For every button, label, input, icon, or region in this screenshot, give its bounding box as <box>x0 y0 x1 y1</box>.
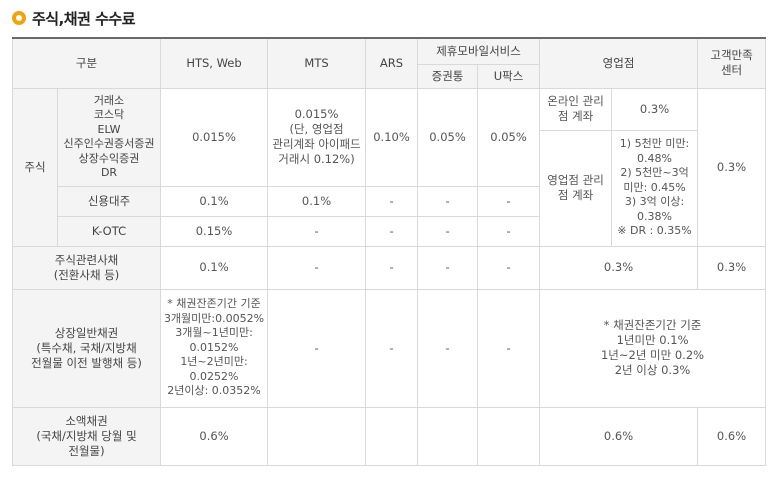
kotc-ars-fee: - <box>365 215 419 247</box>
general-bond-partner-b-fee: - <box>477 288 541 408</box>
stock-bond-mts-fee: - <box>267 245 367 290</box>
online-account-label: 온라인 관리 점 계좌 <box>539 87 613 131</box>
stock-mts-fee: 0.015% (단, 영업점 관리계좌 아이패드 거래시 0.12%) <box>267 87 367 187</box>
stock-callcenter-fee: 0.3% <box>697 87 767 247</box>
margin-partner-b-fee: - <box>477 185 541 217</box>
small-bond-callcenter-fee: 0.6% <box>697 406 767 466</box>
branch-account-label: 영업점 관리 점 계좌 <box>539 129 613 247</box>
fee-table: 구분 HTS, Web MTS ARS 제휴모바일서비스 영업점 고객만족 센터… <box>11 37 767 466</box>
margin-mts-fee: 0.1% <box>267 185 367 217</box>
online-account-fee: 0.3% <box>611 87 699 131</box>
small-bond-partner-a-fee <box>417 406 479 466</box>
header-ars: ARS <box>365 37 419 89</box>
stock-bond-hts-fee: 0.1% <box>160 245 269 290</box>
header-branch: 영업점 <box>539 37 699 89</box>
row-label-stock: 주식 <box>12 87 58 247</box>
stock-bond-partner-b-fee: - <box>477 245 541 290</box>
margin-label: 신용대주 <box>56 185 162 217</box>
small-bond-branch-fee: 0.6% <box>539 406 699 466</box>
small-bond-hts-fee: 0.6% <box>160 406 269 466</box>
small-bond-partner-b-fee <box>477 406 541 466</box>
margin-hts-fee: 0.1% <box>160 185 269 217</box>
margin-ars-fee: - <box>365 185 419 217</box>
branch-account-fee: 1) 5천만 미만: 0.48% 2) 5천만~3억 미만: 0.45% 3) … <box>611 129 699 247</box>
stock-partner-b-fee: 0.05% <box>477 87 541 187</box>
general-bond-mts-fee: - <box>267 288 367 408</box>
small-bond-mts-fee <box>267 406 367 466</box>
stock-ars-fee: 0.10% <box>365 87 419 187</box>
general-bond-hts-fee: * 채권잔존기간 기준 3개월미만:0.0052% 3개월~1년미만: 0.01… <box>160 288 269 408</box>
stock-partner-a-fee: 0.05% <box>417 87 479 187</box>
section-title-text: 주식,채권 수수료 <box>32 9 136 28</box>
header-partner-a: 증권통 <box>417 63 479 89</box>
bullet-circle-icon <box>12 11 26 25</box>
kotc-partner-b-fee: - <box>477 215 541 247</box>
kotc-label: K-OTC <box>56 215 162 247</box>
stock-bond-callcenter-fee: 0.3% <box>697 245 767 290</box>
header-callcenter: 고객만족 센터 <box>697 37 767 89</box>
general-bond-branch-fee: * 채권잔존기간 기준 1년미만 0.1% 1년~2년 미만 0.2% 2년 이… <box>539 288 767 408</box>
row-label-general-bond: 상장일반채권 (특수채, 국채/지방채 전월물 이전 발행채 등) <box>11 288 162 408</box>
kotc-partner-a-fee: - <box>417 215 479 247</box>
stock-hts-fee: 0.015% <box>160 87 269 187</box>
header-mts: MTS <box>267 37 367 89</box>
row-label-small-bond: 소액채권 (국채/지방채 당월 및 전월물) <box>11 406 162 466</box>
general-bond-partner-a-fee: - <box>417 288 479 408</box>
row-label-stock-bond: 주식관련사채 (전환사채 등) <box>11 245 162 290</box>
header-partner-mobile: 제휴모바일서비스 <box>417 37 541 65</box>
section-title: 주식,채권 수수료 <box>12 6 136 30</box>
small-bond-ars-fee <box>365 406 419 466</box>
kotc-hts-fee: 0.15% <box>160 215 269 247</box>
stock-markets-label: 거래소 코스닥 ELW 신주인수권증서증권 상장수익증권 DR <box>56 87 162 187</box>
header-partner-b: U팍스 <box>477 63 541 89</box>
stock-bond-branch-fee: 0.3% <box>539 245 699 290</box>
margin-partner-a-fee: - <box>417 185 479 217</box>
stock-bond-ars-fee: - <box>365 245 419 290</box>
stock-bond-partner-a-fee: - <box>417 245 479 290</box>
kotc-mts-fee: - <box>267 215 367 247</box>
header-hts: HTS, Web <box>160 37 269 89</box>
header-category: 구분 <box>11 37 162 89</box>
general-bond-ars-fee: - <box>365 288 419 408</box>
